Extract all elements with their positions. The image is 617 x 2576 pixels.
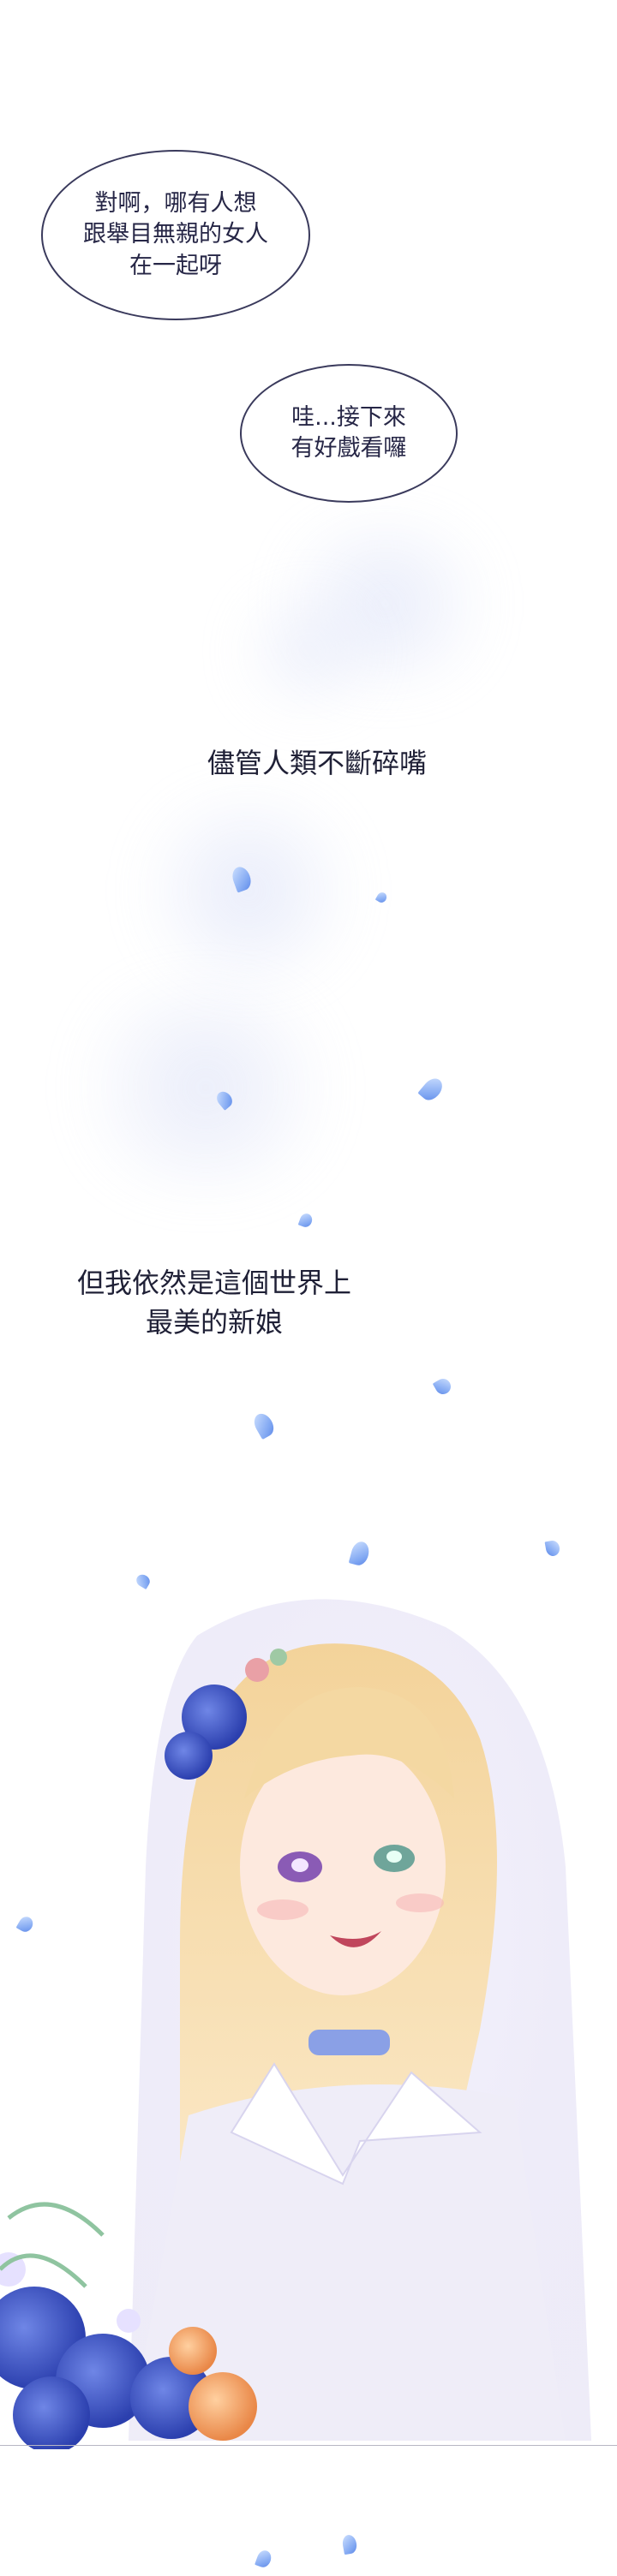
- petal: [348, 1539, 372, 1568]
- bangs: [244, 1687, 454, 1798]
- bubble-line: 有好戲看囉: [291, 435, 407, 462]
- face: [240, 1738, 446, 1995]
- narration-caption: 但我依然是這個世界上 最美的新娘: [17, 1263, 411, 1343]
- smile: [330, 1931, 381, 1947]
- choker: [308, 2030, 390, 2055]
- petal: [374, 891, 389, 904]
- narration-caption: 儘管人類不斷碎嘴: [171, 743, 463, 783]
- blue-haze: [120, 796, 377, 985]
- bouquet: [0, 2202, 257, 2449]
- bubble-line: 跟舉目無親的女人: [83, 221, 268, 248]
- petal: [432, 1375, 454, 1398]
- blue-haze: [223, 591, 394, 711]
- petal: [250, 1410, 278, 1440]
- petal: [417, 1074, 446, 1105]
- petal: [255, 2548, 273, 2570]
- dress: [129, 2084, 566, 2441]
- caption-line: 最美的新娘: [145, 1306, 283, 1339]
- bubble-line: 哇...接下來: [291, 403, 406, 431]
- petal: [544, 1539, 561, 1558]
- bride-illustration: [0, 1599, 591, 2449]
- collar: [230, 2062, 482, 2185]
- panel-border: [0, 2445, 617, 2446]
- bubble-line: 在一起呀: [129, 252, 222, 279]
- petal: [297, 1212, 314, 1229]
- petal: [341, 2533, 358, 2555]
- blue-haze: [51, 985, 360, 1190]
- bubble-line: 對啊，哪有人想: [94, 189, 257, 217]
- caption-line: 但我依然是這個世界上: [76, 1267, 351, 1299]
- caption-line: 儘管人類不斷碎嘴: [207, 747, 427, 779]
- speech-bubble: 哇...接下來 有好戲看囉: [240, 364, 458, 503]
- speech-bubble: 對啊，哪有人想 跟舉目無親的女人 在一起呀: [41, 150, 310, 320]
- hair-rose: [182, 1685, 247, 1750]
